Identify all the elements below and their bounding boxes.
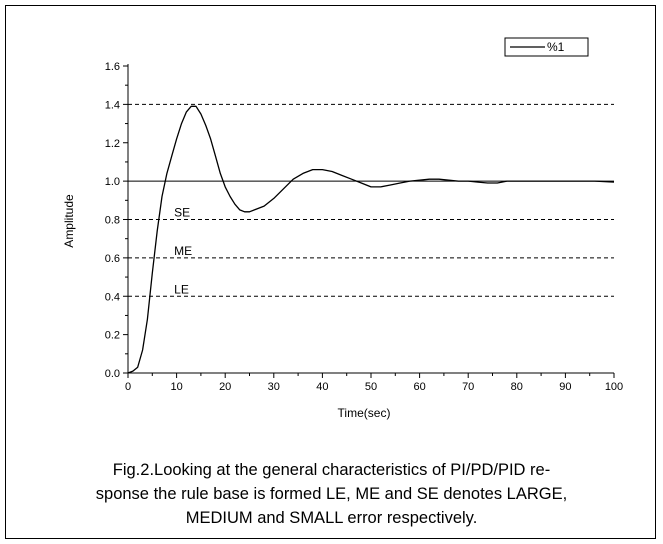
x-tick-label: 10 [170,381,182,393]
series-layer [127,105,615,374]
y-tick-label: 0.0 [105,368,120,380]
caption-line-1: Fig.2.Looking at the general characteris… [112,461,551,479]
y-tick-label: 0.4 [105,291,120,303]
x-tick-label: 70 [462,381,474,393]
y-tick-label: 0.6 [105,253,120,265]
y-axis-label: Amplitude [62,194,76,248]
caption-line-3: MEDIUM and SMALL error respectively. [185,509,478,527]
x-tick-label: 30 [268,381,280,393]
figure-frame [5,5,656,539]
figure-caption: Fig.2.Looking at the general characteris… [10,458,653,530]
legend-box [504,37,589,57]
x-tick-label: 50 [365,381,377,393]
zone-label-se: SE [174,206,190,220]
y-tick-label: 1.4 [105,99,120,111]
ticks: 0 10 20 30 40 50 60 70 80 90 100 0.0 0.2 0.4 0.6 0.8 1.0… [105,61,623,393]
reference-lines [128,103,614,297]
x-tick-label: 0 [125,381,131,393]
y-tick-label: 1.0 [105,176,120,188]
axes [127,64,614,374]
y-tick-label: 1.2 [105,138,120,150]
x-tick-label: 40 [316,381,328,393]
x-tick-label: 100 [605,381,623,393]
legend: %1 [504,37,589,57]
y-tick-label: 0.2 [105,330,120,342]
y-tick-label: 1.6 [105,61,120,73]
y-tick-label: 0.8 [105,215,120,227]
x-tick-label: 80 [511,381,523,393]
legend-label: %1 [547,40,565,54]
x-tick-label: 20 [219,381,231,393]
x-tick-label: 60 [413,381,425,393]
labels: SE ME LE [174,206,192,297]
x-tick-label: 90 [559,381,571,393]
x-axis-label: Time(sec) [338,406,391,420]
series-line [127,105,615,374]
caption-line-2: sponse the rule base is formed LE, ME an… [95,485,568,503]
zone-label-le: LE [174,282,189,296]
zone-label-me: ME [174,244,192,258]
